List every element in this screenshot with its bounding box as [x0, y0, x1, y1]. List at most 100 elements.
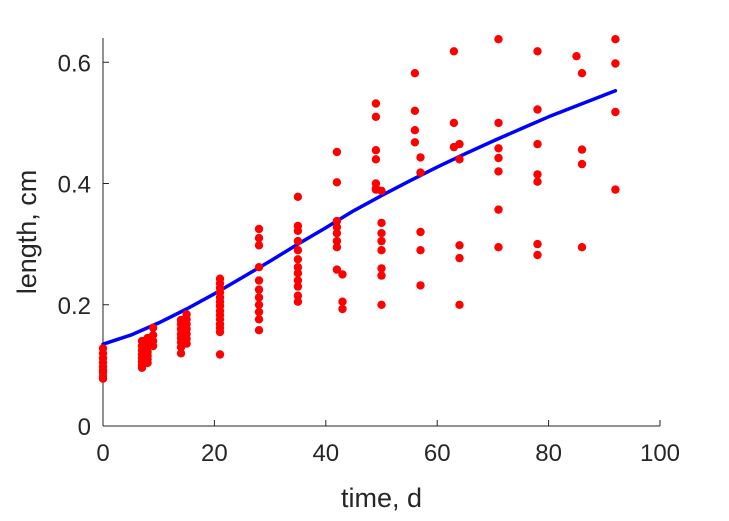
- data-point: [416, 153, 425, 162]
- data-point: [332, 147, 342, 157]
- data-point: [338, 304, 347, 314]
- y-tick-label: 0.4: [58, 172, 91, 199]
- data-point: [577, 145, 587, 154]
- data-point: [449, 47, 459, 56]
- data-point: [293, 263, 303, 272]
- data-point: [494, 167, 503, 176]
- data-point: [533, 177, 542, 186]
- data-point: [254, 315, 264, 324]
- x-tick-label: 40: [312, 440, 339, 467]
- data-point: [455, 139, 464, 149]
- x-axis-label: time, d: [341, 483, 422, 513]
- data-point: [533, 250, 542, 260]
- data-point: [577, 159, 587, 169]
- data-point: [332, 216, 342, 226]
- data-point: [293, 291, 303, 300]
- data-point: [254, 300, 264, 309]
- data-point: [416, 281, 425, 290]
- data-point: [611, 59, 620, 68]
- data-point: [215, 350, 225, 359]
- data-point: [254, 263, 264, 272]
- data-point: [182, 339, 191, 348]
- data-point: [416, 246, 425, 255]
- data-point: [338, 270, 347, 279]
- y-tick-label: 0: [78, 414, 91, 441]
- y-axis-label: length, cm: [12, 170, 42, 295]
- data-point: [494, 153, 503, 163]
- data-point: [332, 236, 342, 246]
- data-point: [410, 69, 420, 78]
- fit-curve: [101, 88, 618, 346]
- data-point: [293, 246, 303, 255]
- data-point: [377, 229, 386, 238]
- data-point: [494, 118, 503, 128]
- data-point: [572, 52, 581, 61]
- fit-curve-layer: [101, 88, 618, 346]
- data-point: [371, 99, 381, 108]
- data-point: [98, 374, 108, 383]
- data-point: [533, 105, 542, 114]
- data-point: [494, 35, 503, 44]
- data-point: [533, 47, 542, 56]
- data-point: [577, 69, 587, 78]
- data-point: [449, 118, 459, 128]
- x-tick-label: 80: [535, 440, 562, 467]
- data-point: [377, 218, 386, 228]
- data-point: [254, 224, 264, 234]
- data-point: [410, 138, 420, 147]
- data-point: [332, 178, 342, 187]
- data-point: [293, 192, 303, 201]
- data-point: [254, 293, 264, 302]
- data-point: [455, 155, 464, 164]
- data-point: [533, 139, 542, 149]
- data-point: [416, 227, 425, 237]
- data-point: [611, 107, 620, 117]
- data-point: [293, 282, 303, 291]
- data-point: [332, 223, 342, 232]
- y-ticks: 0 0.2 0.4 0.6: [58, 50, 109, 441]
- data-point: [371, 146, 381, 155]
- data-point: [293, 236, 303, 246]
- data-point: [455, 253, 464, 263]
- y-tick-label: 0.2: [58, 293, 91, 320]
- data-point: [215, 327, 225, 337]
- data-point: [377, 264, 386, 273]
- x-tick-label: 60: [424, 440, 451, 467]
- data-point: [371, 155, 381, 164]
- x-tick-label: 0: [96, 440, 109, 467]
- data-point: [455, 300, 464, 309]
- x-tick-label: 100: [640, 440, 680, 467]
- data-point: [377, 186, 386, 195]
- data-point: [293, 255, 303, 264]
- data-point: [148, 323, 158, 332]
- data-point: [611, 185, 620, 194]
- data-point: [254, 276, 264, 285]
- data-point: [254, 233, 264, 243]
- y-tick-label: 0.6: [58, 50, 91, 77]
- data-point: [494, 243, 503, 252]
- data-point: [377, 236, 386, 246]
- data-point: [148, 330, 158, 340]
- data-point: [416, 168, 425, 177]
- data-point: [293, 297, 303, 306]
- data-point: [293, 226, 303, 235]
- data-point: [533, 239, 542, 249]
- data-point: [494, 144, 503, 153]
- data-point: [377, 271, 386, 280]
- data-point: [254, 285, 264, 294]
- data-point: [377, 246, 386, 255]
- data-point: [410, 126, 420, 135]
- data-point: [338, 297, 347, 306]
- data-point: [143, 358, 152, 368]
- data-point: [577, 243, 587, 252]
- data-point: [293, 276, 303, 285]
- data-point: [377, 300, 386, 309]
- data-point: [494, 205, 503, 214]
- data-point: [148, 341, 158, 351]
- x-ticks: 0 20 40 60 80 100: [96, 420, 680, 467]
- data-points-layer: [98, 35, 620, 383]
- data-point: [254, 241, 264, 250]
- data-point: [254, 326, 264, 335]
- data-point: [332, 265, 342, 274]
